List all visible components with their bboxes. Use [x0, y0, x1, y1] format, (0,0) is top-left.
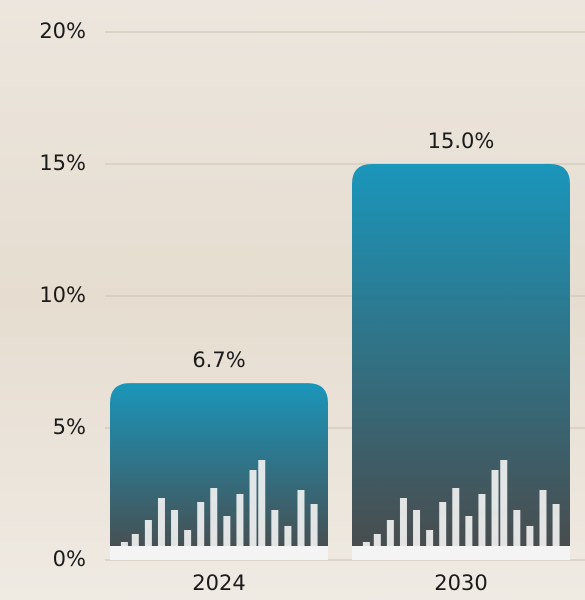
skyline-building [223, 516, 231, 560]
skyline-building [197, 502, 205, 560]
skyline-building [144, 520, 152, 560]
y-tick-label: 5% [53, 415, 86, 439]
skyline-building [539, 490, 547, 560]
skyline-building [386, 520, 394, 560]
skyline-building [500, 460, 508, 560]
y-tick-label: 20% [39, 19, 86, 43]
skyline-decoration [110, 460, 328, 560]
skyline-building [362, 542, 370, 560]
y-tick-label: 10% [39, 283, 86, 307]
value-label: 15.0% [428, 129, 495, 153]
skyline-building [491, 470, 499, 560]
skyline-building [513, 510, 521, 560]
bar [352, 164, 570, 560]
skyline-building [426, 530, 434, 560]
skyline-building [120, 542, 128, 560]
skyline-building [258, 460, 266, 560]
skyline-building [210, 488, 218, 560]
skyline-building [310, 504, 318, 560]
skyline-building [439, 502, 447, 560]
skyline-building [271, 510, 279, 560]
skyline-building [552, 504, 560, 560]
skyline-building [478, 494, 486, 560]
skyline-building [249, 470, 257, 560]
y-tick-label: 0% [53, 547, 86, 571]
skyline-decoration [352, 460, 570, 560]
y-tick-label: 15% [39, 151, 86, 175]
skyline-building [413, 510, 421, 560]
skyline-building [157, 498, 165, 560]
skyline-building [131, 534, 139, 560]
skyline-ground [352, 546, 570, 560]
skyline-building [452, 488, 460, 560]
skyline-building [465, 516, 473, 560]
value-label: 6.7% [192, 348, 245, 372]
bar [110, 383, 328, 560]
skyline-building [171, 510, 179, 560]
skyline-building [399, 498, 407, 560]
skyline-building [236, 494, 244, 560]
skyline-building [284, 526, 292, 560]
x-tick-label: 2030 [434, 571, 487, 595]
x-tick-label: 2024 [192, 571, 245, 595]
skyline-building [184, 530, 192, 560]
skyline-building [297, 490, 305, 560]
skyline-ground [110, 546, 328, 560]
skyline-building [526, 526, 534, 560]
skyline-building [373, 534, 381, 560]
